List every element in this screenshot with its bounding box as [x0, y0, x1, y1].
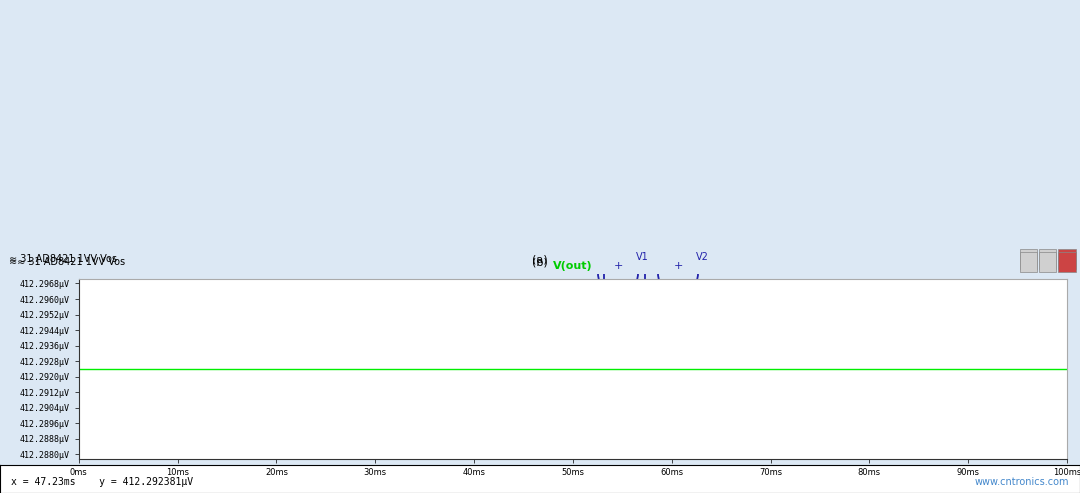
Text: (a): (a)	[532, 254, 548, 264]
Text: V2: V2	[696, 251, 708, 261]
Text: ≈ 31 AD8421 1VV Vos: ≈ 31 AD8421 1VV Vos	[9, 254, 117, 264]
Polygon shape	[612, 219, 624, 231]
Text: ≈≈ 31 AD8421 1VV Vos: ≈≈ 31 AD8421 1VV Vos	[9, 257, 125, 267]
Text: AD8421: AD8421	[573, 388, 607, 397]
Text: V(out): V(out)	[553, 261, 593, 272]
Polygon shape	[383, 417, 397, 426]
Text: +: +	[613, 260, 623, 271]
Text: OUT: OUT	[652, 357, 671, 366]
Text: +: +	[478, 332, 486, 342]
Bar	[1020, 252, 1037, 272]
Bar	[1039, 249, 1056, 269]
Text: -15: -15	[670, 302, 686, 312]
Text: Rload: Rload	[732, 360, 758, 369]
Bar	[1058, 252, 1076, 272]
Text: −: −	[673, 279, 683, 289]
Bar	[713, 354, 727, 394]
Polygon shape	[594, 437, 606, 446]
Text: www.cntronics.com: www.cntronics.com	[975, 477, 1069, 487]
Text: +: +	[673, 260, 683, 271]
Text: REF: REF	[542, 412, 559, 421]
Bar	[1039, 252, 1056, 272]
Text: .tran 100m: .tran 100m	[745, 435, 807, 445]
Polygon shape	[672, 319, 685, 328]
Polygon shape	[639, 211, 651, 223]
Polygon shape	[611, 319, 624, 328]
Text: V1: V1	[636, 251, 649, 261]
Text: (b): (b)	[532, 257, 548, 267]
Text: U1: U1	[589, 357, 602, 367]
Text: +: +	[561, 339, 569, 349]
Polygon shape	[598, 211, 610, 223]
Polygon shape	[672, 219, 684, 231]
Text: −: −	[478, 374, 486, 384]
Text: RG: RG	[496, 381, 510, 391]
Bar	[1058, 249, 1076, 269]
Text: 2K: 2K	[732, 378, 743, 387]
Text: ✕: ✕	[1064, 256, 1070, 262]
Text: −: −	[613, 279, 623, 289]
Text: x = 47.23ms    y = 412.292381μV: x = 47.23ms y = 412.292381μV	[11, 477, 193, 487]
Text: −: −	[561, 387, 569, 397]
Bar	[1020, 249, 1037, 269]
Polygon shape	[714, 415, 726, 423]
Text: RG: RG	[496, 339, 510, 349]
Text: 15: 15	[611, 302, 624, 312]
Text: —: —	[1025, 256, 1031, 262]
Text: □: □	[1044, 256, 1051, 262]
Text: v: v	[339, 339, 345, 349]
